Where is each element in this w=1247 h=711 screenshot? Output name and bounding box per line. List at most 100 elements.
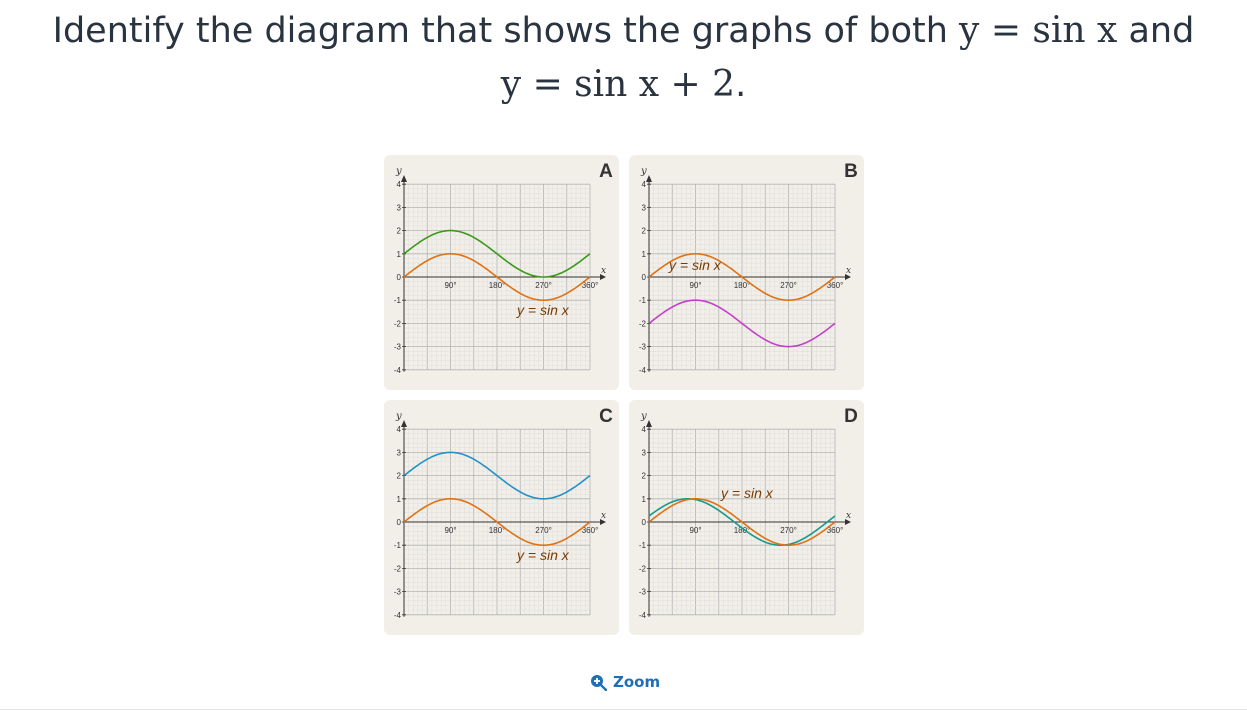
diagram-a-graph: y x 4 3 2 1 0 -1 -2 -3 -4 90° 180° 270° 360° y = sin x A xyxy=(394,161,613,375)
diagram-c-curve-label: y = sin x xyxy=(516,547,570,563)
x-tick-label: 180° xyxy=(734,526,751,535)
y-tick-label: -4 xyxy=(394,611,402,620)
question-text: Identify the diagram that shows the grap… xyxy=(0,4,1247,112)
zoom-in-icon xyxy=(591,674,607,691)
diagram-b[interactable]: y x 4 3 2 1 0 -1 -2 -3 -4 90° 180° 270° 360° y = sin x B xyxy=(629,155,864,390)
y-tick-label: 3 xyxy=(642,203,647,212)
y-tick-label: -3 xyxy=(394,343,402,352)
y-tick-label: 0 xyxy=(642,518,647,527)
diagram-b-sin-curve xyxy=(648,253,836,301)
y-axis-arrow xyxy=(646,175,652,182)
y-tick-label: -2 xyxy=(639,564,647,573)
y-tick-label: -3 xyxy=(639,343,647,352)
y-tick-label: 3 xyxy=(397,448,402,457)
diagram-d-letter: D xyxy=(844,406,858,427)
y-tick-label: -4 xyxy=(394,366,402,375)
y-tick-label: -2 xyxy=(394,319,402,328)
x-axis-symbol: x xyxy=(601,266,606,276)
x-axis-symbol: x xyxy=(846,266,851,276)
x-tick-label: 90° xyxy=(689,526,701,535)
y-tick-label: 1 xyxy=(642,250,647,259)
y-tick-label: 1 xyxy=(397,250,402,259)
y-axis-arrow xyxy=(646,420,652,427)
x-tick-label: 270° xyxy=(780,281,797,290)
x-tick-label: 90° xyxy=(689,281,701,290)
y-tick-label: 0 xyxy=(642,273,647,282)
diagram-d-curve-label: y = sin x xyxy=(720,485,774,501)
y-tick-label: 4 xyxy=(642,425,647,434)
y-tick-label: -1 xyxy=(639,296,647,305)
y-tick-label: 2 xyxy=(397,472,402,481)
y-tick-label: 2 xyxy=(397,227,402,236)
question-line-2: y = sin x + 2. xyxy=(0,58,1247,112)
y-tick-label: -1 xyxy=(394,541,402,550)
diagram-a[interactable]: y x 4 3 2 1 0 -1 -2 -3 -4 90° 180° 270° 360° y = sin x A xyxy=(384,155,619,390)
diagram-c-sin-curve xyxy=(403,498,591,546)
diagram-b-curve-label: y = sin x xyxy=(668,257,722,273)
y-tick-label: -4 xyxy=(639,366,647,375)
x-tick-label: 180° xyxy=(734,281,751,290)
y-tick-label: 2 xyxy=(642,472,647,481)
x-tick-label: 90° xyxy=(444,526,456,535)
x-tick-label: 270° xyxy=(780,526,797,535)
diagram-d-other-curve xyxy=(648,498,836,546)
x-axis-symbol: x xyxy=(846,511,851,521)
y-axis-symbol: y xyxy=(395,411,402,422)
zoom-label: Zoom xyxy=(613,673,661,691)
y-axis-symbol: y xyxy=(640,411,647,422)
diagram-c-letter: C xyxy=(599,406,613,427)
diagram-a-curve-label: y = sin x xyxy=(516,302,570,318)
zoom-button[interactable]: Zoom xyxy=(590,671,660,693)
x-tick-label: 360° xyxy=(582,526,599,535)
x-axis-symbol: x xyxy=(601,511,606,521)
y-tick-label: 2 xyxy=(642,227,647,236)
y-tick-label: 4 xyxy=(642,180,647,189)
y-tick-label: 1 xyxy=(397,495,402,504)
x-axis-arrow xyxy=(600,274,606,280)
y-tick-label: 4 xyxy=(397,180,402,189)
y-axis-arrow xyxy=(401,420,407,427)
x-tick-label: 360° xyxy=(827,526,844,535)
x-tick-label: 270° xyxy=(535,526,552,535)
question-prefix: Identify the diagram that shows the grap… xyxy=(52,11,960,51)
x-tick-label: 360° xyxy=(827,281,844,290)
y-tick-label: 1 xyxy=(642,495,647,504)
diagram-c-other-curve xyxy=(403,451,591,500)
y-tick-label: 0 xyxy=(397,273,402,282)
diagram-b-graph: y x 4 3 2 1 0 -1 -2 -3 -4 90° 180° 270° 360° y = sin x B xyxy=(639,161,858,375)
x-tick-label: 360° xyxy=(582,281,599,290)
x-axis-arrow xyxy=(845,274,851,280)
y-tick-label: 3 xyxy=(397,203,402,212)
x-tick-label: 180° xyxy=(489,526,506,535)
y-tick-label: 4 xyxy=(397,425,402,434)
diagram-d-graph: y x 4 3 2 1 0 -1 -2 -3 -4 90° 180° 270° 360° y = sin x D xyxy=(639,406,858,620)
diagram-d-sin-curve xyxy=(648,498,836,546)
x-axis-arrow xyxy=(845,519,851,525)
y-tick-label: -3 xyxy=(394,588,402,597)
x-axis-arrow xyxy=(600,519,606,525)
diagram-c[interactable]: y x 4 3 2 1 0 -1 -2 -3 -4 90° 180° 270° 360° y = sin x C xyxy=(384,400,619,635)
question-line-1: Identify the diagram that shows the grap… xyxy=(0,4,1247,58)
y-axis-symbol: y xyxy=(640,166,647,177)
bottom-divider xyxy=(0,709,1247,710)
diagram-a-letter: A xyxy=(599,161,613,182)
diagram-a-other-curve xyxy=(403,229,591,278)
y-tick-label: -1 xyxy=(394,296,402,305)
y-tick-label: -2 xyxy=(639,319,647,328)
diagram-b-other-curve xyxy=(648,299,836,348)
equation-sin-x: y = sin x xyxy=(959,10,1118,51)
x-tick-label: 270° xyxy=(535,281,552,290)
question-and: and xyxy=(1117,11,1195,51)
y-tick-label: -4 xyxy=(639,611,647,620)
diagram-a-sin-curve xyxy=(403,253,591,301)
y-tick-label: 0 xyxy=(397,518,402,527)
x-tick-label: 90° xyxy=(444,281,456,290)
y-axis-symbol: y xyxy=(395,166,402,177)
equation-sin-x-plus-2: y = sin x + 2 xyxy=(500,64,736,105)
question-period: . xyxy=(735,65,747,105)
x-tick-label: 180° xyxy=(489,281,506,290)
diagram-c-graph: y x 4 3 2 1 0 -1 -2 -3 -4 90° 180° 270° 360° y = sin x C xyxy=(394,406,613,620)
diagram-b-letter: B xyxy=(844,161,858,182)
y-tick-label: -3 xyxy=(639,588,647,597)
diagram-d[interactable]: y x 4 3 2 1 0 -1 -2 -3 -4 90° 180° 270° 360° y = sin x D xyxy=(629,400,864,635)
